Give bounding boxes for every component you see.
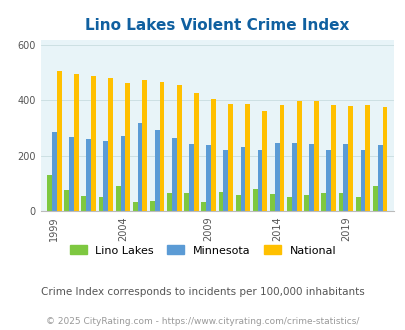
Bar — [137, 123, 142, 211]
Bar — [364, 105, 369, 211]
Bar — [296, 101, 301, 211]
Bar — [262, 111, 266, 211]
Bar — [355, 197, 360, 211]
Bar — [103, 141, 108, 211]
Bar — [86, 139, 91, 211]
Bar — [343, 144, 347, 211]
Bar — [176, 85, 181, 211]
Text: © 2025 CityRating.com - https://www.cityrating.com/crime-statistics/: © 2025 CityRating.com - https://www.city… — [46, 317, 359, 326]
Bar — [206, 145, 211, 211]
Bar — [194, 93, 198, 211]
Bar — [228, 104, 232, 211]
Bar — [167, 193, 172, 211]
Bar — [377, 145, 382, 211]
Bar — [372, 186, 377, 211]
Bar — [245, 104, 249, 211]
Bar — [91, 76, 96, 211]
Bar — [304, 195, 308, 211]
Bar — [108, 78, 113, 211]
Bar — [52, 132, 57, 211]
Bar — [252, 189, 257, 211]
Bar — [189, 144, 194, 211]
Bar — [330, 105, 335, 211]
Bar — [382, 107, 386, 211]
Bar — [81, 196, 86, 211]
Bar — [57, 71, 62, 211]
Bar — [120, 136, 125, 211]
Bar — [184, 193, 189, 211]
Bar — [223, 150, 228, 211]
Bar — [313, 101, 318, 211]
Title: Lino Lakes Violent Crime Index: Lino Lakes Violent Crime Index — [85, 18, 349, 33]
Bar — [98, 197, 103, 211]
Bar — [218, 192, 223, 211]
Bar — [308, 144, 313, 211]
Bar — [360, 150, 364, 211]
Bar — [257, 150, 262, 211]
Bar — [279, 105, 284, 211]
Legend: Lino Lakes, Minnesota, National: Lino Lakes, Minnesota, National — [65, 241, 340, 260]
Bar — [211, 99, 215, 211]
Text: Crime Index corresponds to incidents per 100,000 inhabitants: Crime Index corresponds to incidents per… — [41, 287, 364, 297]
Bar — [274, 143, 279, 211]
Bar — [154, 130, 159, 211]
Bar — [69, 137, 74, 211]
Bar — [338, 193, 343, 211]
Bar — [286, 197, 291, 211]
Bar — [159, 82, 164, 211]
Bar — [74, 74, 79, 211]
Bar — [291, 143, 296, 211]
Bar — [201, 202, 206, 211]
Bar — [47, 175, 52, 211]
Bar — [347, 106, 352, 211]
Bar — [269, 194, 274, 211]
Bar — [240, 147, 245, 211]
Bar — [172, 138, 176, 211]
Bar — [149, 201, 154, 211]
Bar — [235, 195, 240, 211]
Bar — [64, 190, 69, 211]
Bar — [142, 80, 147, 211]
Bar — [115, 186, 120, 211]
Bar — [321, 193, 326, 211]
Bar — [125, 83, 130, 211]
Bar — [132, 202, 137, 211]
Bar — [326, 150, 330, 211]
